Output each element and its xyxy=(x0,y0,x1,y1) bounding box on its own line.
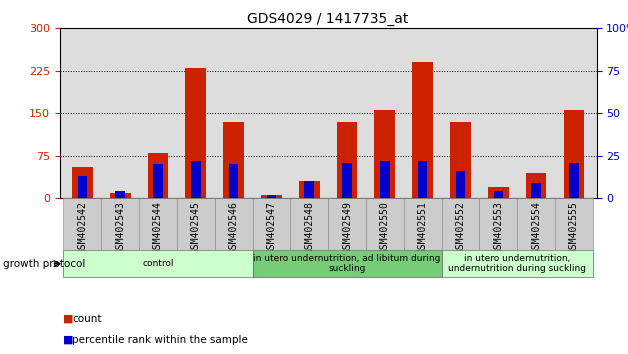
Text: growth protocol: growth protocol xyxy=(3,259,85,269)
Bar xyxy=(116,192,125,198)
Bar xyxy=(148,153,168,198)
Text: GSM402549: GSM402549 xyxy=(342,201,352,254)
Text: percentile rank within the sample: percentile rank within the sample xyxy=(72,335,248,345)
Bar xyxy=(456,171,465,198)
Text: GSM402548: GSM402548 xyxy=(304,201,314,254)
Bar xyxy=(78,176,87,198)
FancyBboxPatch shape xyxy=(290,198,328,250)
Text: GSM402544: GSM402544 xyxy=(153,201,163,254)
Bar xyxy=(531,183,541,198)
Bar xyxy=(337,122,357,198)
FancyBboxPatch shape xyxy=(479,198,517,250)
Bar xyxy=(299,181,320,198)
Bar xyxy=(223,122,244,198)
FancyBboxPatch shape xyxy=(441,198,479,250)
Text: GSM402543: GSM402543 xyxy=(115,201,125,254)
Bar xyxy=(229,164,238,198)
Bar xyxy=(450,122,471,198)
Bar xyxy=(72,167,93,198)
Text: control: control xyxy=(142,259,174,268)
Bar xyxy=(305,181,314,198)
FancyBboxPatch shape xyxy=(555,198,593,250)
Bar xyxy=(185,68,206,198)
Text: in utero undernutrition, ad libitum during
suckling: in utero undernutrition, ad libitum duri… xyxy=(253,254,441,273)
Bar xyxy=(261,195,282,198)
FancyBboxPatch shape xyxy=(441,250,593,277)
Bar xyxy=(563,110,584,198)
Text: GSM402546: GSM402546 xyxy=(229,201,239,254)
FancyBboxPatch shape xyxy=(139,198,177,250)
Bar xyxy=(526,173,546,198)
Text: count: count xyxy=(72,314,102,324)
Text: ■: ■ xyxy=(63,335,73,345)
Title: GDS4029 / 1417735_at: GDS4029 / 1417735_at xyxy=(247,12,409,26)
FancyBboxPatch shape xyxy=(63,198,101,250)
Bar xyxy=(110,193,131,198)
Bar xyxy=(488,187,509,198)
Bar xyxy=(374,110,395,198)
Text: GSM402547: GSM402547 xyxy=(266,201,276,254)
FancyBboxPatch shape xyxy=(215,198,252,250)
Text: GSM402550: GSM402550 xyxy=(380,201,390,254)
Text: GSM402553: GSM402553 xyxy=(493,201,503,254)
FancyBboxPatch shape xyxy=(63,250,252,277)
Bar xyxy=(380,161,389,198)
Bar xyxy=(494,192,503,198)
FancyBboxPatch shape xyxy=(404,198,441,250)
Text: GSM402551: GSM402551 xyxy=(418,201,428,254)
FancyBboxPatch shape xyxy=(177,198,215,250)
Bar xyxy=(267,195,276,198)
Bar xyxy=(412,62,433,198)
Text: ■: ■ xyxy=(63,314,73,324)
Bar xyxy=(342,162,352,198)
Text: GSM402542: GSM402542 xyxy=(77,201,87,254)
Text: GSM402545: GSM402545 xyxy=(191,201,201,254)
Bar xyxy=(418,161,428,198)
Text: GSM402552: GSM402552 xyxy=(455,201,465,254)
FancyBboxPatch shape xyxy=(252,198,290,250)
Bar xyxy=(569,162,578,198)
FancyBboxPatch shape xyxy=(517,198,555,250)
FancyBboxPatch shape xyxy=(328,198,366,250)
Text: GSM402555: GSM402555 xyxy=(569,201,579,254)
Bar xyxy=(153,164,163,198)
Bar xyxy=(191,161,200,198)
FancyBboxPatch shape xyxy=(366,198,404,250)
Text: in utero undernutrition,
undernutrition during suckling: in utero undernutrition, undernutrition … xyxy=(448,254,586,273)
FancyBboxPatch shape xyxy=(252,250,441,277)
Text: GSM402554: GSM402554 xyxy=(531,201,541,254)
FancyBboxPatch shape xyxy=(101,198,139,250)
